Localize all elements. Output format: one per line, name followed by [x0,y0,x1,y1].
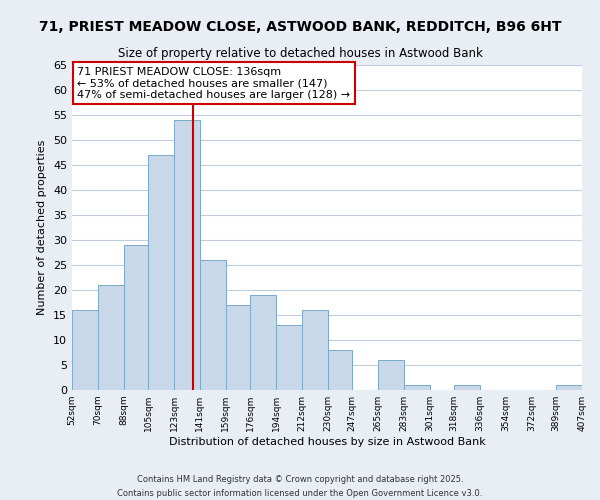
Text: 71 PRIEST MEADOW CLOSE: 136sqm
← 53% of detached houses are smaller (147)
47% of: 71 PRIEST MEADOW CLOSE: 136sqm ← 53% of … [77,66,350,100]
Bar [72,310,98,390]
Bar [276,325,302,390]
Text: Contains HM Land Registry data © Crown copyright and database right 2025.
Contai: Contains HM Land Registry data © Crown c… [118,476,482,498]
Text: Size of property relative to detached houses in Astwood Bank: Size of property relative to detached ho… [118,48,482,60]
X-axis label: Distribution of detached houses by size in Astwood Bank: Distribution of detached houses by size … [169,437,485,447]
Bar [328,350,352,390]
Bar [556,385,582,390]
Bar [454,385,480,390]
Bar [302,310,328,390]
Bar [250,295,276,390]
Bar [174,120,200,390]
Bar [124,245,148,390]
Bar [98,285,124,390]
Y-axis label: Number of detached properties: Number of detached properties [37,140,47,315]
Bar [404,385,430,390]
Bar [200,260,226,390]
Text: 71, PRIEST MEADOW CLOSE, ASTWOOD BANK, REDDITCH, B96 6HT: 71, PRIEST MEADOW CLOSE, ASTWOOD BANK, R… [39,20,561,34]
Bar [226,305,250,390]
Bar [148,155,174,390]
Bar [378,360,404,390]
